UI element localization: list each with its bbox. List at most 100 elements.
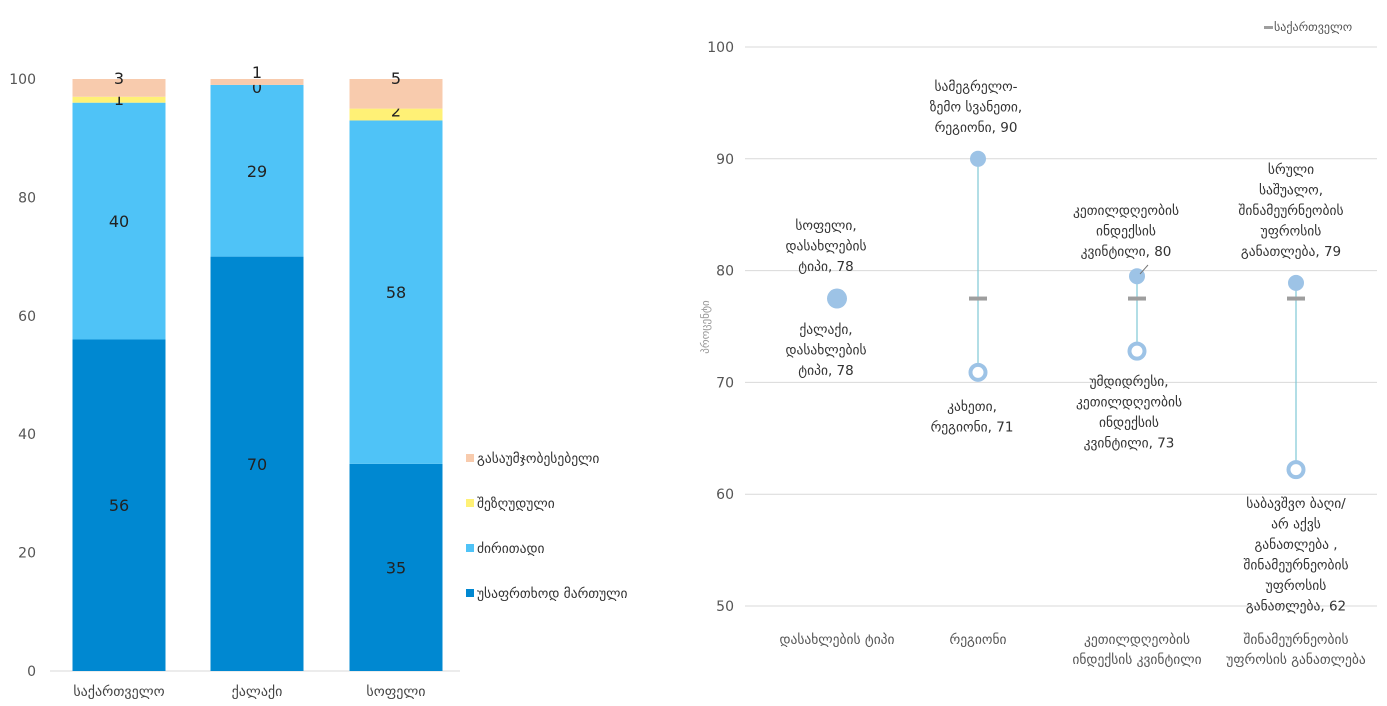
bar-data-label: 29 bbox=[247, 162, 267, 181]
bar-segment bbox=[349, 79, 443, 109]
data-label-line: კვინტილი, 73 bbox=[1084, 436, 1175, 452]
bar-segment bbox=[72, 339, 166, 671]
x-tick-label: რეგიონი bbox=[949, 631, 1006, 648]
y-tick-label: 80 bbox=[716, 264, 734, 280]
x-tick-label: სოფელი bbox=[366, 684, 425, 700]
data-label: ქალაქი, დასახლების ტიპი, 78 bbox=[785, 322, 866, 379]
data-label-line: კახეთი, bbox=[947, 399, 997, 415]
data-label-line: დასახლების bbox=[785, 343, 866, 359]
data-label-line: კეთილდღეობის bbox=[1073, 203, 1179, 219]
high-marker bbox=[970, 150, 986, 167]
high-marker bbox=[1288, 274, 1304, 291]
x-tick-label: ქალაქი bbox=[232, 684, 283, 700]
y-axis-label: პროცენტი bbox=[699, 300, 712, 354]
data-label-line: შინამეურნეობის bbox=[1243, 557, 1348, 574]
data-label-line: ინდექსის bbox=[1099, 415, 1159, 431]
low-marker bbox=[968, 362, 988, 382]
legend-swatch bbox=[466, 499, 474, 507]
data-label-line: არ აქვს bbox=[1271, 516, 1321, 533]
data-label: სრული საშუალო, შინამეურნეობის უფროსის განათლ… bbox=[1238, 161, 1343, 260]
bar-segment bbox=[349, 120, 443, 464]
y-tick-label: 100 bbox=[707, 40, 734, 56]
data-label-line: ზემო სვანეთი, bbox=[930, 100, 1022, 116]
data-label-line: განათლება , bbox=[1254, 537, 1337, 553]
data-label-line: ტიპი, 78 bbox=[798, 363, 853, 379]
data-label-line: კეთილდღეობის bbox=[1076, 395, 1182, 411]
legend-swatch bbox=[466, 589, 474, 597]
x-tick-label: კეთილდღეობის ინდექსის კვინტილი bbox=[1072, 632, 1201, 668]
y-tick-label: 70 bbox=[716, 375, 734, 391]
legend-swatch bbox=[466, 544, 474, 552]
legend-label: შეზღუდული bbox=[477, 496, 555, 512]
x-tick-label: დასახლების ტიპი bbox=[779, 632, 894, 648]
x-tick-label: შინამეურნეობის უფროსის განათლება bbox=[1226, 631, 1366, 668]
data-label-line: სოფელი, bbox=[795, 218, 856, 234]
dumbbell-chart: 50 60 70 80 90 100 პროცენტი საქართველო დასახლები… bbox=[699, 20, 1377, 668]
data-label: კახეთი, რეგიონი, 71 bbox=[931, 399, 1014, 436]
bar-data-label: 70 bbox=[247, 455, 267, 474]
data-label-line: უფროსის bbox=[1261, 223, 1322, 240]
data-label-line: საბავშვო ბაღი/ bbox=[1246, 496, 1346, 512]
legend-label: გასაუმჯობესებელი bbox=[477, 451, 599, 467]
data-label-line: ინდექსის bbox=[1096, 224, 1156, 240]
y-tick-label: 50 bbox=[716, 599, 734, 615]
data-label-line: ქალაქი, bbox=[799, 322, 852, 338]
data-label-line: საშუალო, bbox=[1259, 183, 1323, 199]
data-label-line: შინამეურნეობის bbox=[1238, 202, 1343, 219]
low-marker bbox=[1286, 460, 1306, 480]
y-tick-label: 40 bbox=[18, 427, 36, 443]
bar-segment bbox=[210, 256, 304, 671]
bar-data-label: 1 bbox=[252, 63, 262, 82]
data-label-line: დასახლების bbox=[785, 239, 866, 255]
y-tick-label: 20 bbox=[18, 546, 36, 562]
bar-segment bbox=[210, 84, 304, 257]
legend-swatch bbox=[1264, 26, 1273, 29]
low-marker bbox=[1127, 341, 1147, 361]
leader-line bbox=[1139, 264, 1149, 275]
legend-label: უსაფრთხოდ მართული bbox=[477, 585, 628, 602]
data-label-line: განათლება, 62 bbox=[1246, 599, 1346, 615]
data-label: უმდიდრესი, კეთილდღეობის ინდექსის კვინტილი, … bbox=[1076, 373, 1182, 452]
bar-data-label: 3 bbox=[114, 69, 124, 88]
x-tick-label: საქართველო bbox=[73, 683, 164, 700]
legend-label: საქართველო bbox=[1274, 20, 1352, 34]
bar-segment bbox=[72, 96, 166, 103]
data-label-line: სრული bbox=[1268, 161, 1314, 178]
data-label-line: რეგიონი, 90 bbox=[935, 119, 1018, 136]
bar-segment bbox=[72, 102, 166, 340]
bar-segment bbox=[349, 463, 443, 671]
data-label-line: რეგიონი, 71 bbox=[931, 419, 1014, 436]
reference-marker bbox=[1287, 296, 1305, 301]
bar-segment bbox=[349, 108, 443, 121]
y-tick-label: 60 bbox=[716, 487, 734, 503]
bar-data-label: 0 bbox=[252, 78, 262, 97]
legend-label: ძირითადი bbox=[477, 540, 544, 557]
data-label: სოფელი, დასახლების ტიპი, 78 bbox=[785, 218, 866, 275]
bar-data-label: 1 bbox=[114, 90, 124, 109]
bar-data-label: 2 bbox=[391, 102, 401, 121]
data-label: კეთილდღეობის ინდექსის კვინტილი, 80 bbox=[1073, 203, 1179, 260]
bar-data-label: 40 bbox=[109, 212, 129, 231]
data-label-line: კვინტილი, 80 bbox=[1081, 244, 1172, 260]
bar-data-label: 35 bbox=[386, 558, 406, 577]
data-label-line: განათლება, 79 bbox=[1241, 244, 1341, 260]
bar-data-label: 5 bbox=[391, 69, 401, 88]
data-label-line: უფროსის bbox=[1266, 577, 1327, 594]
reference-marker bbox=[1128, 296, 1146, 301]
data-label-line: ტიპი, 78 bbox=[798, 259, 853, 275]
data-label: საბავშვო ბაღი/არ აქვს განათლება , შინამეურ… bbox=[1243, 496, 1348, 615]
y-tick-label: 0 bbox=[27, 664, 36, 680]
bar-segment bbox=[210, 79, 304, 85]
data-label-line: უმდიდრესი, bbox=[1089, 373, 1168, 390]
data-label: სამეგრელო-ზემო სვანეთი, რეგიონი, 90 bbox=[930, 78, 1022, 136]
y-tick-label: 60 bbox=[18, 309, 36, 325]
reference-marker bbox=[969, 296, 987, 301]
bar-data-label: 58 bbox=[386, 283, 406, 302]
bar-segment bbox=[72, 79, 166, 97]
bar-data-label: 56 bbox=[109, 496, 129, 515]
y-tick-label: 100 bbox=[9, 72, 36, 88]
y-tick-label: 90 bbox=[716, 152, 734, 168]
y-tick-label: 80 bbox=[18, 190, 36, 206]
stacked-bar-chart: 020406080100564013საქართველო702901ქალაქი… bbox=[9, 63, 628, 700]
data-label-line: სამეგრელო- bbox=[934, 78, 1017, 95]
